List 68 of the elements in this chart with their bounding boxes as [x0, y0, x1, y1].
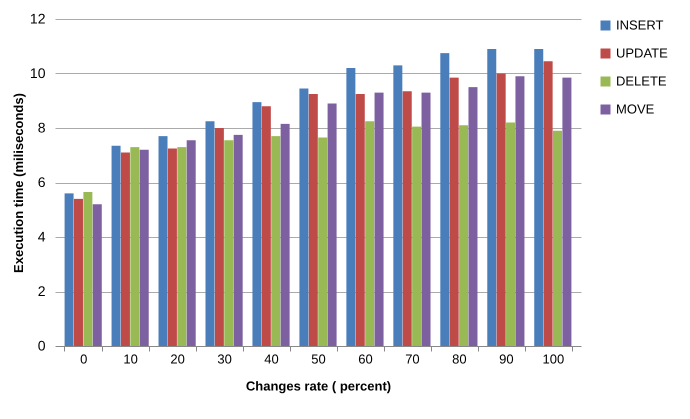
bar	[440, 53, 450, 346]
y-tick-label: 0	[38, 338, 46, 354]
bar	[234, 134, 243, 346]
bar	[158, 136, 168, 346]
x-tick-label: 0	[80, 352, 88, 366]
bar	[308, 94, 318, 346]
bar	[64, 193, 74, 346]
x-tick-label: 70	[405, 352, 420, 366]
bar	[299, 88, 308, 346]
bar	[346, 68, 356, 346]
bar	[515, 76, 524, 346]
x-axis-title: Changes rate ( percent)	[246, 378, 392, 394]
x-tick-label: 100	[542, 352, 564, 366]
bar	[496, 74, 506, 346]
bar	[412, 126, 422, 346]
bar	[177, 147, 186, 346]
bar	[506, 122, 516, 346]
x-tick-label: 40	[264, 352, 279, 366]
x-tick-label: 10	[123, 352, 138, 366]
bar	[168, 148, 177, 346]
bar	[487, 48, 496, 346]
bar	[318, 138, 328, 346]
bar	[553, 130, 562, 346]
bar	[356, 94, 365, 346]
bar	[140, 150, 149, 346]
bar	[92, 204, 102, 346]
y-tick-label: 4	[38, 228, 46, 244]
bar	[365, 121, 374, 346]
x-tick-label: 80	[452, 352, 467, 366]
bar	[112, 146, 121, 346]
bar	[280, 124, 290, 346]
bar	[459, 125, 468, 346]
bar	[74, 198, 83, 346]
x-tick-label: 30	[217, 352, 232, 366]
legend-label: MOVE	[616, 102, 655, 116]
bar	[374, 92, 384, 346]
x-tick-label: 90	[499, 352, 514, 366]
legend-label: INSERT	[616, 18, 664, 32]
y-tick-label: 12	[30, 10, 46, 26]
bar	[205, 121, 214, 346]
bar	[83, 192, 92, 346]
bar	[271, 136, 280, 346]
bar	[468, 87, 478, 346]
y-tick-label: 10	[30, 65, 46, 81]
x-tick-label: 50	[311, 352, 326, 366]
bar	[328, 103, 337, 346]
bar	[534, 48, 544, 346]
bar	[130, 147, 140, 346]
bar	[562, 78, 572, 346]
x-tick-label: 20	[170, 352, 185, 366]
bar	[186, 140, 196, 346]
bar	[262, 106, 271, 346]
x-tick-label: 60	[358, 352, 373, 366]
bar	[544, 61, 553, 346]
y-axis-title: Execution time (miliseconds)	[10, 93, 26, 273]
bar	[450, 78, 459, 346]
bar	[214, 128, 224, 346]
legend-label: DELETE	[616, 74, 667, 88]
y-tick-label: 8	[38, 120, 46, 136]
bar	[393, 65, 402, 346]
y-tick-label: 2	[38, 283, 46, 299]
bar	[120, 152, 130, 346]
bar	[224, 140, 234, 346]
bar	[402, 91, 412, 346]
y-tick-label: 6	[38, 174, 46, 190]
legend-label: UPDATE	[616, 46, 668, 60]
bar	[422, 92, 431, 346]
bar	[252, 102, 262, 346]
